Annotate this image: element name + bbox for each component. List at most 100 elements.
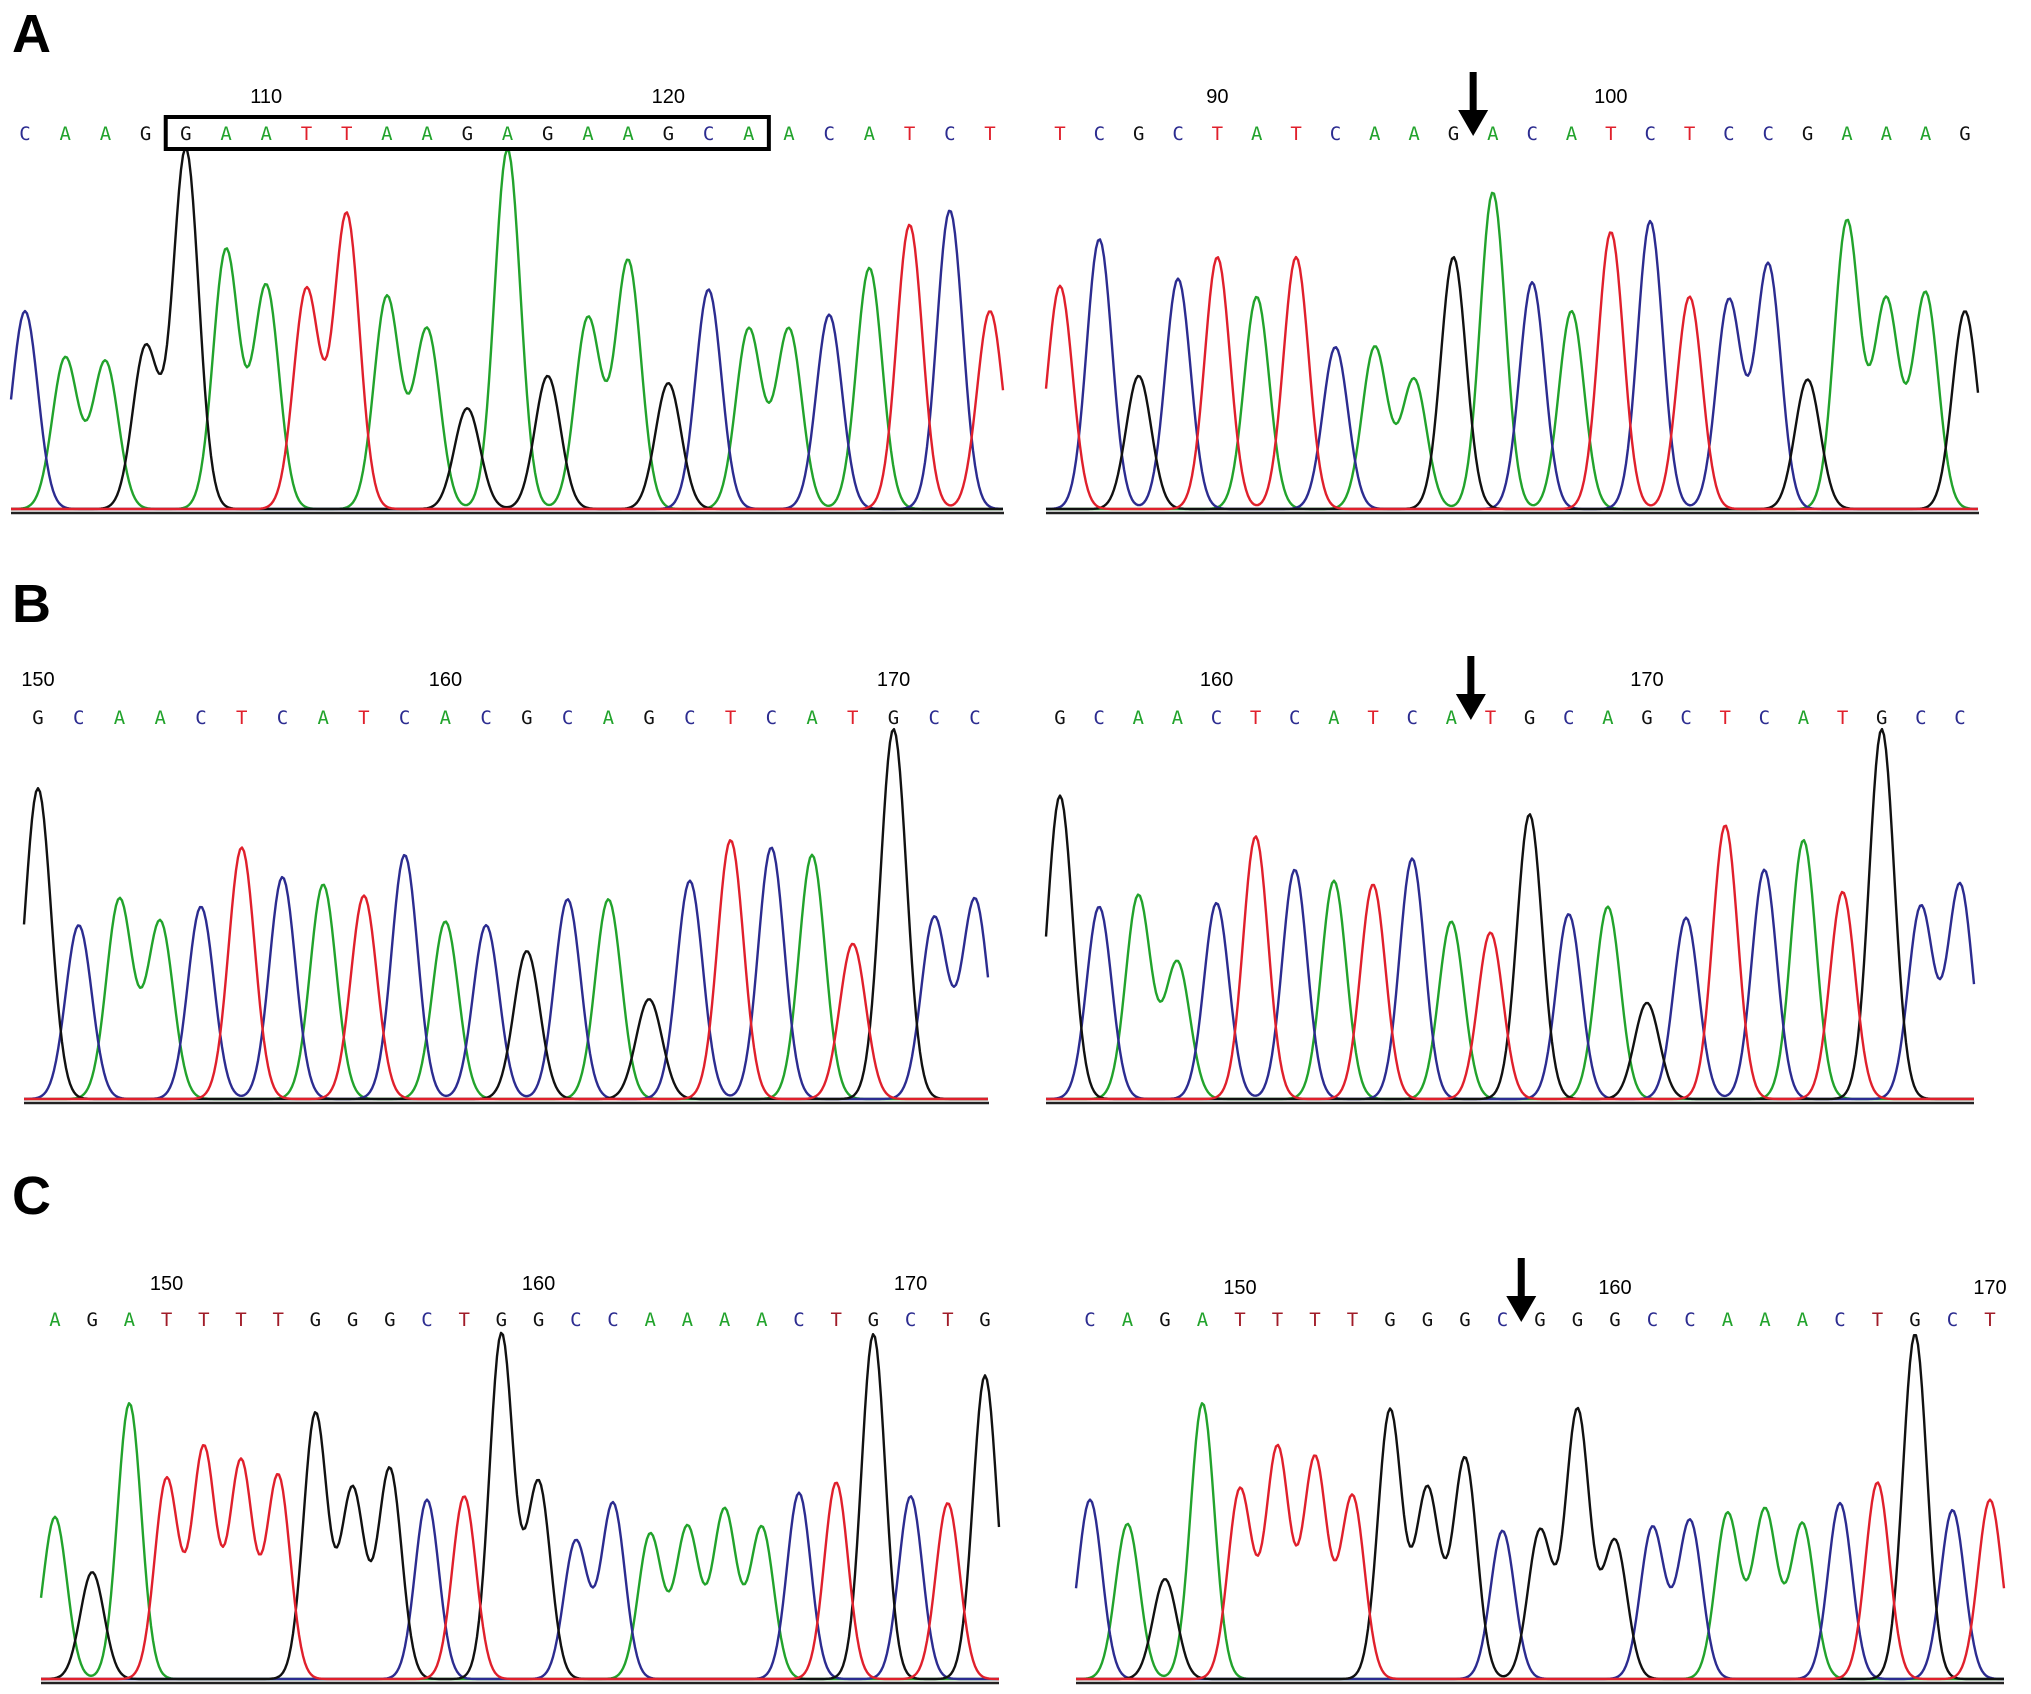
base-call: A [114,707,126,729]
base-call: A [1566,123,1578,145]
base-call: C [969,707,980,729]
base-call: T [458,1309,469,1331]
base-call: G [888,707,899,729]
base-call: A [100,123,112,145]
base-call: A [1122,1309,1134,1331]
base-call: G [1959,123,1970,145]
base-call: G [1572,1309,1583,1331]
base-call: C [570,1309,581,1331]
position-label: 170 [1973,1277,2006,1299]
base-call: A [1446,707,1458,729]
base-call: T [830,1309,841,1331]
base-call: G [86,1309,97,1331]
base-call: A [49,1309,61,1331]
base-call: G [347,1309,358,1331]
position-label: 160 [429,669,462,691]
chromatogram-a-left: C A A G G A A T T A A G A G A A G C A A C A T C T 110 120 [9,86,1005,515]
position-label: 150 [150,1273,183,1295]
base-call: G [1641,707,1652,729]
base-call: T [1272,1309,1283,1331]
base-call: C [1172,123,1183,145]
base-call: C [766,707,777,729]
base-call: T [1605,123,1616,145]
base-call: C [480,707,491,729]
base-call: G [868,1309,879,1331]
base-call: C [703,123,714,145]
trace-t [1046,824,1974,1101]
base-call: T [904,123,915,145]
base-call: G [1459,1309,1470,1331]
base-call: G [521,707,532,729]
base-call: G [1054,707,1065,729]
base-call: A [644,1309,656,1331]
base-call: C [1084,1309,1095,1331]
base-call: A [154,707,166,729]
base-call: C [1647,1309,1658,1331]
trace-t [11,211,1005,511]
base-call: A [864,123,876,145]
position-label: 110 [250,86,282,108]
base-call: A [1759,1309,1771,1331]
base-call: T [725,707,736,729]
base-call: G [496,1309,507,1331]
base-call: C [1289,707,1300,729]
base-call: G [979,1309,990,1331]
base-call: A [1408,123,1420,145]
base-call: C [195,707,206,729]
base-call: A [1133,707,1145,729]
base-call: G [384,1309,395,1331]
base-call: G [643,707,654,729]
base-call: A [261,123,273,145]
base-call: T [272,1309,283,1331]
base-call: A [1602,707,1614,729]
base-call: G [1448,123,1459,145]
base-call: A [1920,123,1932,145]
base-call: C [1330,123,1341,145]
base-call: C [1947,1309,1958,1331]
position-label: 170 [1630,669,1663,691]
base-call: A [502,123,514,145]
base-call: T [341,123,352,145]
base-call: T [1684,123,1695,145]
base-call: A [682,1309,694,1331]
highlight-box [163,115,771,151]
base-call: C [1563,707,1574,729]
panel-label: A [12,4,51,64]
base-call: G [1609,1309,1620,1331]
base-call: T [1485,707,1496,729]
trace-t [1076,1443,2006,1681]
base-call: C [1759,707,1770,729]
base-call: A [1172,707,1184,729]
base-call: A [220,123,232,145]
base-call: G [1384,1309,1395,1331]
base-call: A [317,707,329,729]
base-call: A [1722,1309,1734,1331]
base-call: A [743,123,755,145]
trace-t [1044,231,1978,511]
base-call: C [1954,707,1965,729]
chromatogram-a-right: T C G C T A T C A A G A C A T C T C C G A A A G 90 100 [1044,72,1980,515]
base-call: C [1497,1309,1508,1331]
base-call: G [462,123,473,145]
base-call: T [1347,1309,1358,1331]
position-label: 150 [21,669,54,691]
base-call: T [1250,707,1261,729]
panel-b: B G C A A C T C A T C A C G C A G C T C A T G C C 150 160 170 G C A A… [12,574,1976,1105]
base-call: G [1524,707,1535,729]
base-call: G [542,123,553,145]
arrow-icon [1458,110,1489,136]
base-call: T [1054,123,1065,145]
base-call: A [1369,123,1381,145]
base-call: A [1841,123,1853,145]
base-call: A [59,123,71,145]
trace-t [41,1444,999,1681]
base-call: C [421,1309,432,1331]
trace-g [1076,1334,2004,1681]
chromatogram-b-right: G C A A C T C A T C A T G C A G C T C A T G C C 160 170 [1044,656,1976,1105]
arrow-icon [1455,694,1486,720]
base-call: T [236,707,247,729]
base-call: C [944,123,955,145]
base-call: A [1328,707,1340,729]
